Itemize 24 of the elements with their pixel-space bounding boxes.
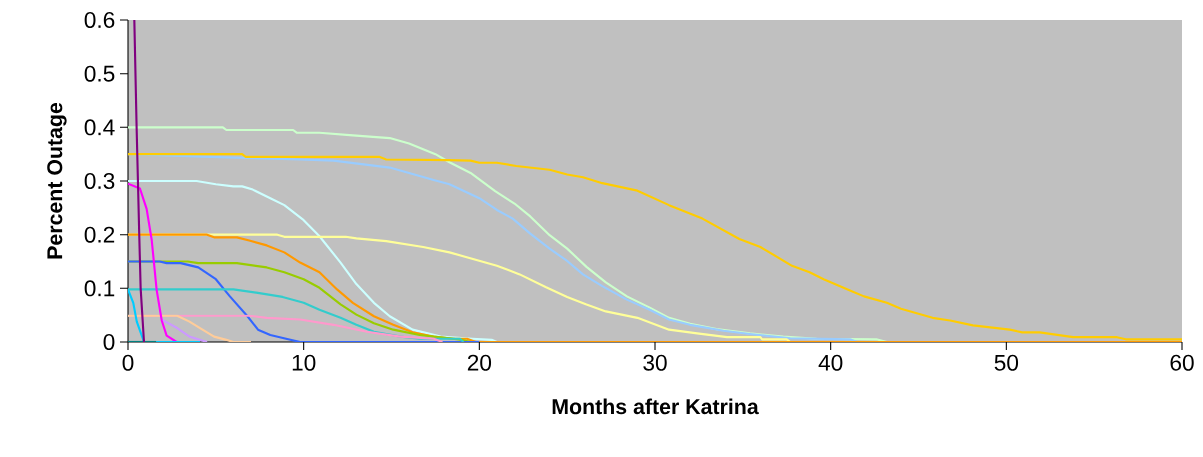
x-tick-label: 20: [467, 354, 492, 371]
line-series: [128, 288, 202, 342]
line-series: [128, 314, 253, 342]
x-tick-label: 50: [994, 354, 1019, 371]
y-tick-label: 0.1: [84, 280, 115, 297]
y-tick-label: 0.2: [84, 226, 115, 243]
line-series: [128, 179, 498, 342]
y-tick-label: 0.4: [84, 119, 115, 136]
x-tick-label: 30: [643, 354, 667, 371]
y-tick-label: 0.5: [84, 65, 115, 82]
x-tick-label: 0: [122, 354, 134, 371]
line-series: [128, 126, 888, 342]
y-axis-title: Percent Outage: [47, 102, 67, 259]
y-tick-label: 0.6: [84, 11, 115, 29]
line-series: [133, 20, 146, 342]
x-axis-title: Months after Katrina: [552, 398, 759, 415]
line-series: [160, 318, 209, 342]
y-tick-label: 0.3: [84, 172, 115, 190]
y-tick-label: 0: [103, 333, 115, 351]
line-series: [128, 182, 178, 342]
x-tick-label: 60: [1170, 354, 1194, 371]
x-tick-label: 10: [292, 354, 316, 371]
x-tick-label: 40: [818, 354, 843, 371]
line-series: [128, 288, 465, 342]
